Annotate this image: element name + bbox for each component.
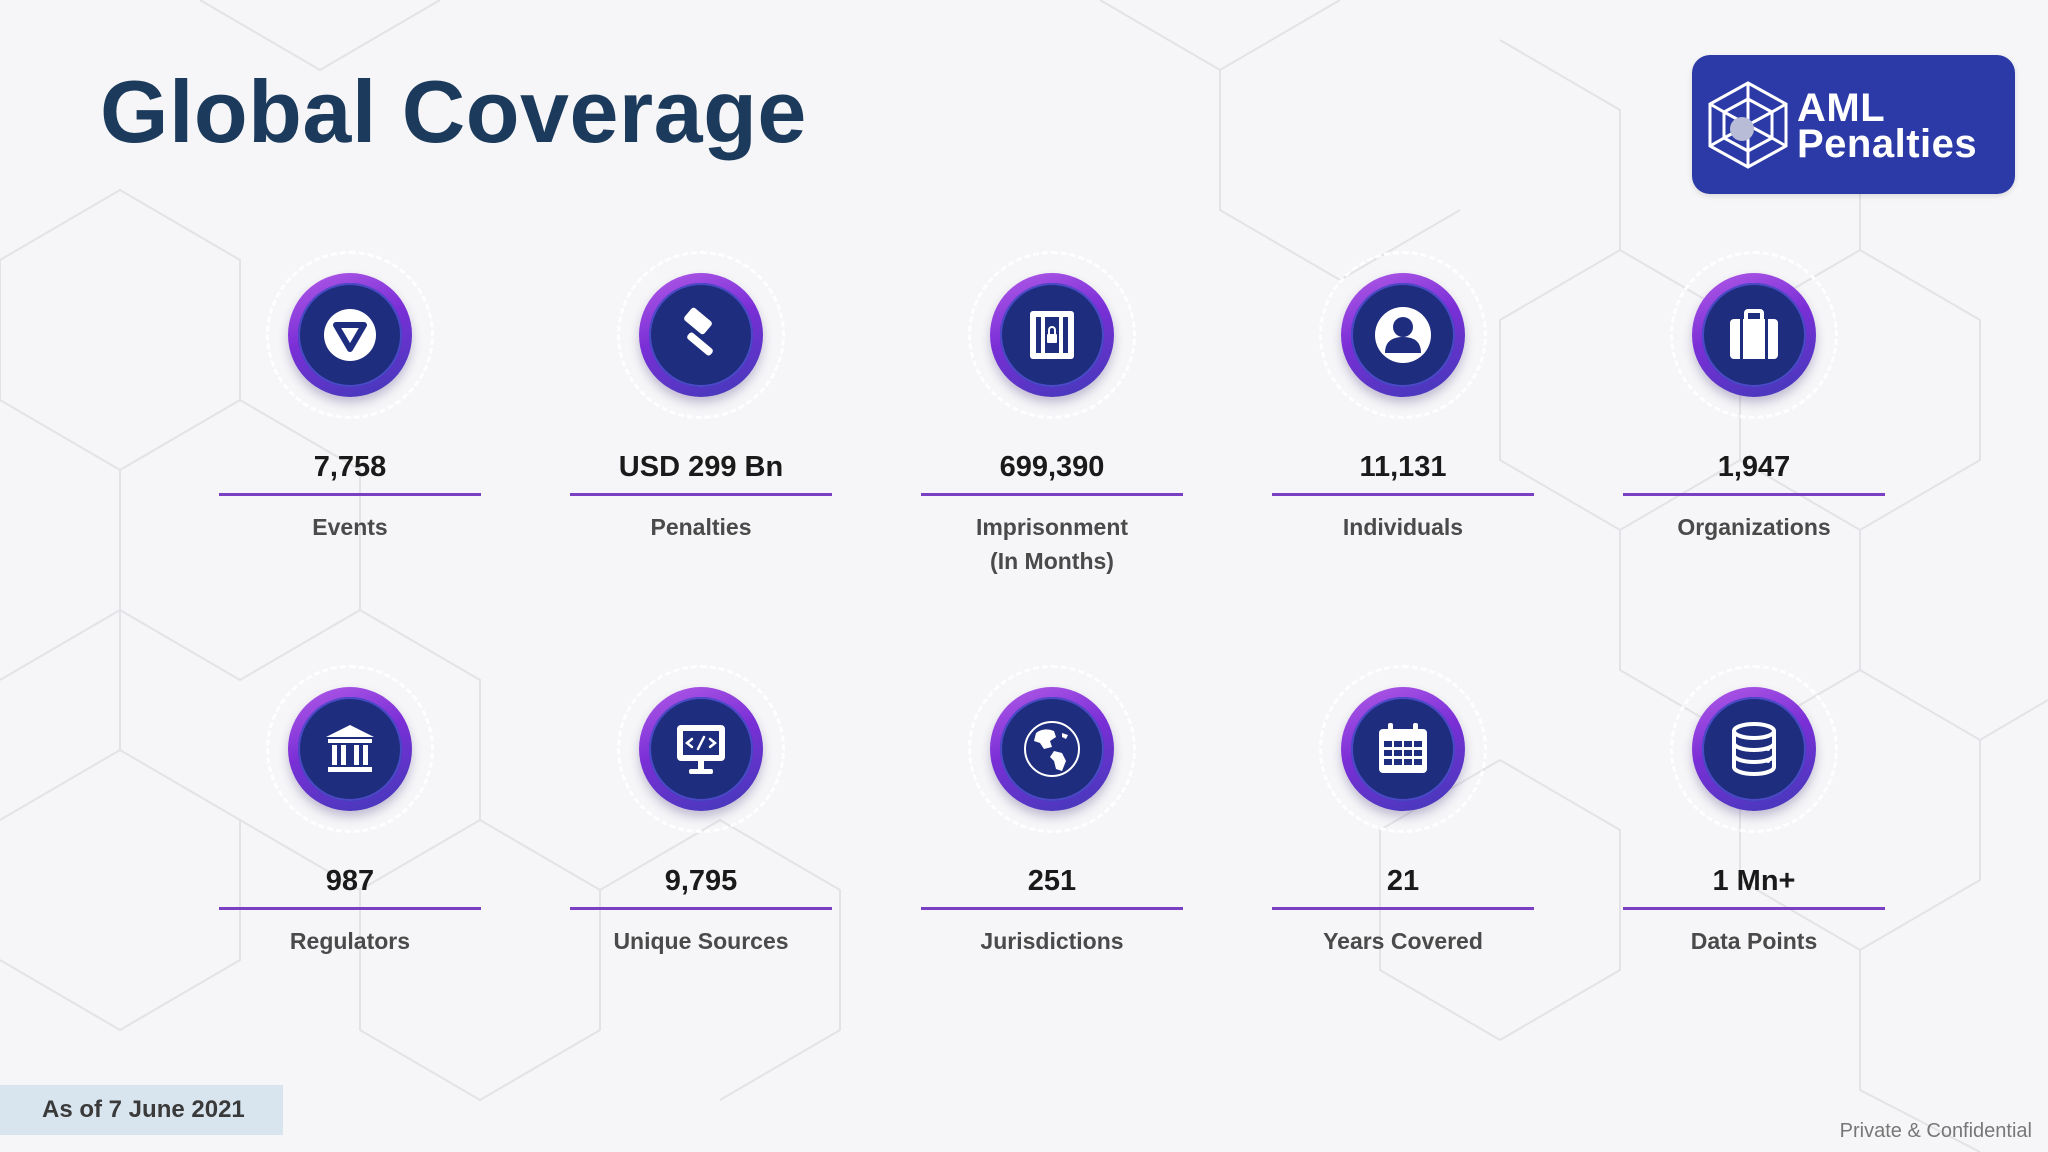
stat-penalties: USD 299 Bn Penalties	[570, 251, 832, 544]
bank-icon	[326, 725, 374, 772]
aml-penalties-logo: AML Penalties	[1692, 55, 2015, 194]
database-icon	[1732, 722, 1776, 776]
briefcase-icon	[1730, 309, 1778, 359]
stat-value: USD 299 Bn	[618, 451, 784, 483]
prison-icon	[1030, 311, 1074, 359]
stat-value: 21	[1386, 865, 1420, 897]
stat-label: Years Covered	[1323, 928, 1483, 954]
person-icon	[1375, 307, 1431, 363]
stat-label: Data Points	[1690, 928, 1818, 954]
divider	[219, 493, 481, 496]
globe-icon	[1024, 721, 1080, 777]
divider	[1272, 493, 1534, 496]
as-of-date: As of 7 June 2021	[0, 1085, 283, 1135]
divider	[570, 493, 832, 496]
page-title: Global Coverage	[100, 62, 807, 161]
stat-jurisdictions: 251 Jurisdictions	[921, 665, 1183, 958]
stat-value: 11,131	[1359, 451, 1447, 483]
stat-unique-sources: 9,795 Unique Sources	[570, 665, 832, 958]
stat-label: Penalties	[650, 514, 752, 540]
stat-organizations: 1,947 Organizations	[1623, 251, 1885, 544]
confidential-note: Private & Confidential	[1839, 1120, 2032, 1142]
stat-value: 1 Mn+	[1712, 865, 1796, 897]
divider	[1272, 907, 1534, 910]
logo-line-1: AML	[1797, 86, 1886, 130]
stat-label: Organizations	[1677, 514, 1831, 540]
stat-label: Unique Sources	[613, 928, 789, 954]
stat-label: Regulators	[289, 928, 411, 954]
code-monitor-icon	[677, 725, 725, 774]
stat-value: 251	[1027, 865, 1077, 897]
stat-individuals: 11,131 Individuals	[1272, 251, 1534, 544]
hexagon-logo-icon	[1708, 81, 1788, 169]
stat-years-covered: 21 Years Covered	[1272, 665, 1534, 958]
stat-value: 1,947	[1717, 451, 1791, 483]
stat-label: Imprisonment (In Months)	[975, 514, 1129, 574]
divider	[921, 493, 1183, 496]
stat-value: 9,795	[664, 865, 738, 897]
stat-events: 7,758 Events	[219, 251, 481, 544]
stat-value: 699,390	[999, 451, 1105, 483]
triangle-icon	[324, 309, 376, 361]
divider	[219, 907, 481, 910]
calendar-icon	[1379, 723, 1427, 773]
stat-value: 7,758	[313, 451, 387, 483]
stat-label: Individuals	[1342, 514, 1464, 540]
stat-value: 987	[325, 865, 375, 897]
logo-line-2: Penalties	[1797, 122, 1978, 166]
divider	[921, 907, 1183, 910]
gavel-icon	[684, 307, 713, 356]
stat-data-points: 1 Mn+ Data Points	[1623, 665, 1885, 958]
stat-label: Events	[312, 514, 388, 540]
stat-imprisonment: 699,390 Imprisonment (In Months)	[921, 251, 1183, 578]
divider	[1623, 907, 1885, 910]
divider	[570, 907, 832, 910]
stat-label: Jurisdictions	[980, 928, 1124, 954]
divider	[1623, 493, 1885, 496]
stat-regulators: 987 Regulators	[219, 665, 481, 958]
